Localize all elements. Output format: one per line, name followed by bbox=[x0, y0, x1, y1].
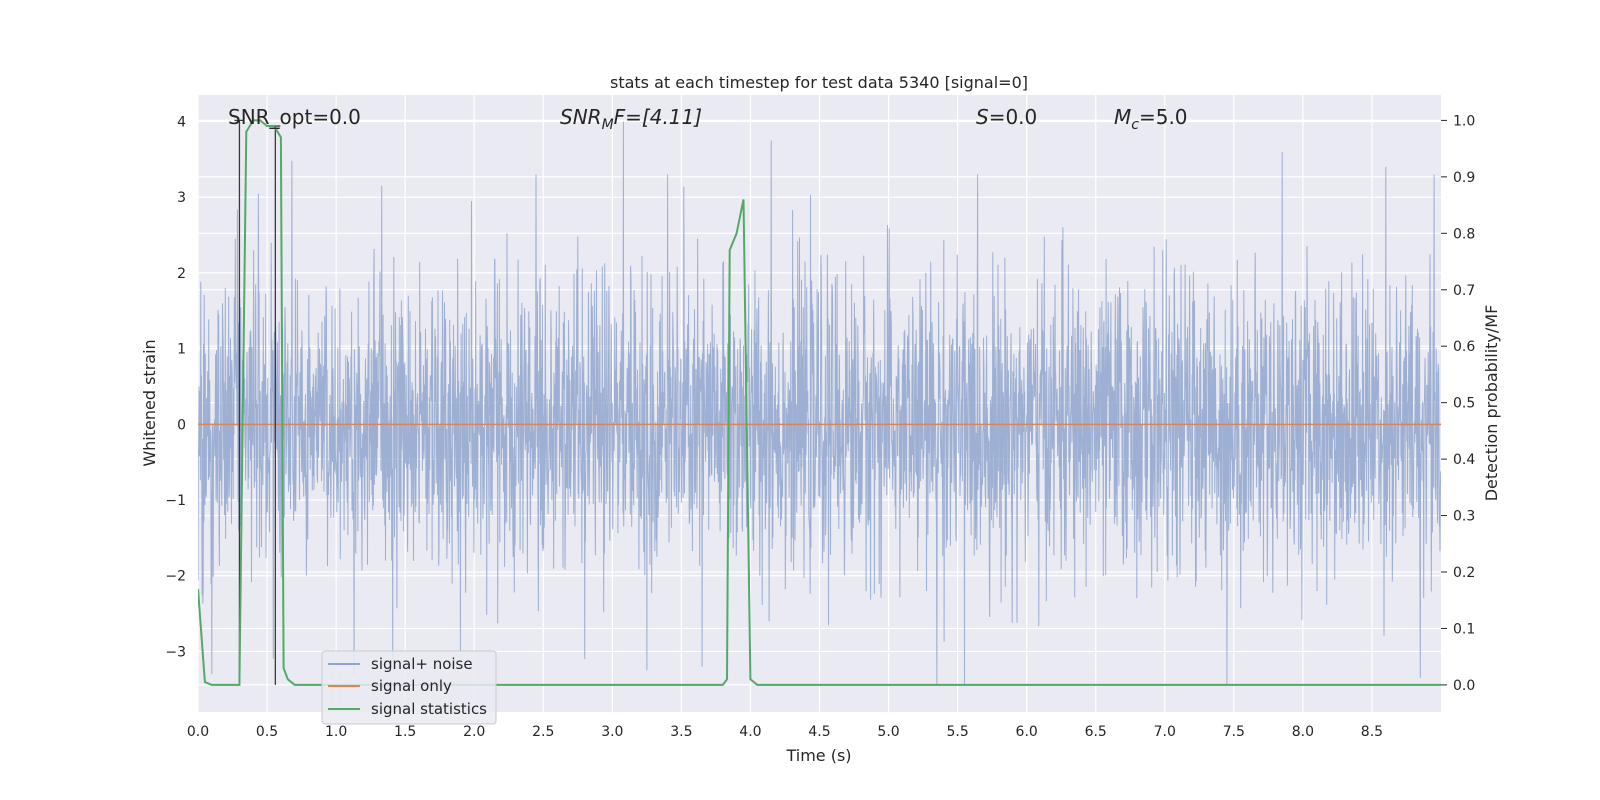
y2-tick-label: 0.8 bbox=[1453, 226, 1475, 242]
x-tick-label: 3.0 bbox=[601, 724, 623, 740]
series-signal-plus-noise bbox=[198, 121, 1441, 686]
legend-label-signal-statistics: signal statistics bbox=[371, 700, 487, 718]
y2-tick-label: 1.0 bbox=[1453, 113, 1475, 129]
y2-tick-label: 0.5 bbox=[1453, 396, 1475, 412]
annotation-snr-mf: SNRMF=[4.11] bbox=[560, 105, 702, 133]
annotation-snr-opt: SNR_opt=0.0 bbox=[228, 105, 361, 129]
y-tick-label: 4 bbox=[177, 114, 186, 130]
x-tick-label: 1.0 bbox=[325, 724, 347, 740]
y2-tick-label: 0.4 bbox=[1453, 452, 1475, 468]
x-tick-label: 1.5 bbox=[394, 724, 416, 740]
y2-tick-label: 0.2 bbox=[1453, 565, 1475, 581]
y2-tick-label: 0.9 bbox=[1453, 170, 1475, 186]
legend-label-signal-plus-noise: signal+ noise bbox=[371, 655, 473, 673]
chart-title: stats at each timestep for test data 534… bbox=[610, 73, 1028, 92]
y-tick-label: 2 bbox=[177, 266, 186, 282]
y2-tick-label: 0.7 bbox=[1453, 283, 1475, 299]
x-tick-label: 4.5 bbox=[808, 724, 830, 740]
x-tick-label: 0.5 bbox=[256, 724, 278, 740]
y-axis-ticks: 4 3 2 1 0 −1 −2 −3 bbox=[165, 114, 186, 660]
signal-statistics-line bbox=[198, 119, 1441, 686]
y-tick-label: −1 bbox=[165, 493, 186, 509]
x-tick-label: 7.5 bbox=[1223, 724, 1245, 740]
legend-box bbox=[321, 650, 497, 725]
x-tick-label: 2.0 bbox=[463, 724, 485, 740]
y-tick-label: −3 bbox=[165, 644, 186, 660]
x-tick-label: 4.0 bbox=[739, 724, 761, 740]
y2-axis-label: Detection probability/MF bbox=[1482, 305, 1501, 502]
y2-axis-ticks: 1.0 0.9 0.8 0.7 0.6 0.5 0.4 0.3 0.2 0.1 0.0 bbox=[1441, 113, 1475, 694]
x-tick-label: 6.5 bbox=[1085, 724, 1107, 740]
y2-tick-label: 0.3 bbox=[1453, 509, 1475, 525]
x-tick-label: 3.5 bbox=[670, 724, 692, 740]
legend: signal+ noise signal only signal statist… bbox=[321, 650, 497, 725]
x-tick-label: 8.5 bbox=[1361, 724, 1383, 740]
legend-label-signal-only: signal only bbox=[371, 677, 452, 695]
series-signal-statistics bbox=[198, 119, 1441, 686]
x-tick-label: 5.0 bbox=[877, 724, 899, 740]
x-tick-label: 5.5 bbox=[946, 724, 968, 740]
x-tick-label: 6.0 bbox=[1016, 724, 1038, 740]
x-axis-label: Time (s) bbox=[785, 746, 851, 765]
x-tick-label: 8.0 bbox=[1292, 724, 1314, 740]
y2-tick-label: 0.0 bbox=[1453, 678, 1475, 694]
x-tick-label: 0.0 bbox=[187, 724, 209, 740]
y2-tick-label: 0.1 bbox=[1453, 621, 1475, 637]
annotation-s: S=0.0 bbox=[976, 105, 1037, 129]
y-tick-label: 1 bbox=[177, 342, 186, 358]
y-tick-label: 3 bbox=[177, 190, 186, 206]
x-tick-label: 7.0 bbox=[1154, 724, 1176, 740]
x-tick-label: 2.5 bbox=[532, 724, 554, 740]
y-tick-label: 0 bbox=[177, 417, 186, 433]
x-axis-ticks: 0.0 0.5 1.0 1.5 2.0 2.5 3.0 3.5 4.0 4.5 5.0 5.5 6.0 6… bbox=[187, 724, 1383, 740]
annotation-mc: Mc=5.0 bbox=[1114, 105, 1188, 133]
y-tick-label: −2 bbox=[165, 569, 186, 585]
y-axis-label: Whitened strain bbox=[140, 339, 159, 466]
noise-line bbox=[198, 121, 1441, 686]
y2-tick-label: 0.6 bbox=[1453, 339, 1475, 355]
